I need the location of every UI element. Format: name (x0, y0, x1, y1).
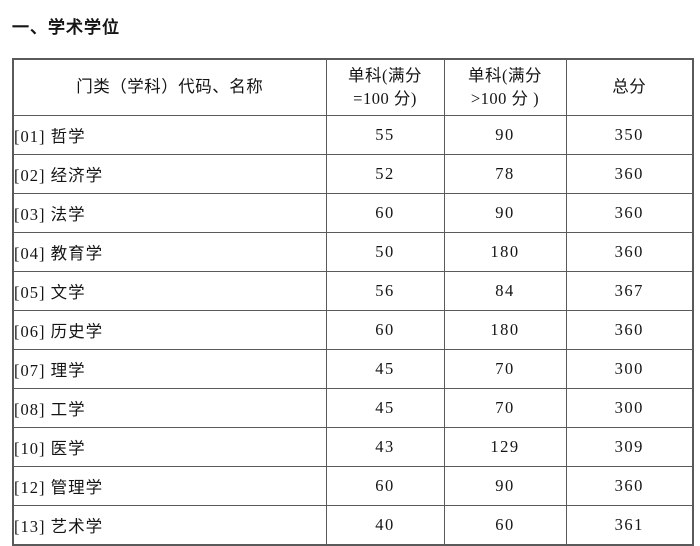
cell-total: 360 (565, 466, 694, 506)
cell-category-name: [05] 文学 (12, 271, 327, 311)
header-row: 门类（学科）代码、名称 单科(满分 =100 分) 单科(满分 >100 分 )… (12, 58, 694, 116)
cell-category-name: [07] 理学 (12, 349, 327, 389)
cell-category-name: [10] 医学 (12, 427, 327, 467)
column-header-category: 门类（学科）代码、名称 (12, 58, 327, 116)
cell-total: 367 (565, 271, 694, 311)
cell-single-eq-100: 43 (325, 427, 445, 467)
table-row: [02] 经济学 52 78 360 (12, 154, 694, 194)
column-header-single-eq-100: 单科(满分 =100 分) (325, 58, 445, 116)
table-row: [07] 理学 45 70 300 (12, 349, 694, 389)
cell-single-gt-100: 129 (443, 427, 567, 467)
cell-single-gt-100: 84 (443, 271, 567, 311)
cell-single-eq-100: 55 (325, 115, 445, 155)
column-header-total: 总分 (565, 58, 694, 116)
cell-total: 309 (565, 427, 694, 467)
cell-single-gt-100: 90 (443, 115, 567, 155)
cell-total: 360 (565, 193, 694, 233)
cell-total: 350 (565, 115, 694, 155)
cell-category-name: [06] 历史学 (12, 310, 327, 350)
cell-total: 300 (565, 388, 694, 428)
cell-single-eq-100: 52 (325, 154, 445, 194)
section-title: 一、学术学位 (12, 18, 120, 37)
cell-single-eq-100: 40 (325, 505, 445, 546)
cell-single-gt-100: 90 (443, 193, 567, 233)
table-row: [10] 医学 43 129 309 (12, 427, 694, 467)
cell-category-name: [02] 经济学 (12, 154, 327, 194)
column-header-category-text: 门类（学科）代码、名称 (76, 77, 264, 97)
cell-single-gt-100: 78 (443, 154, 567, 194)
cell-category-name: [13] 艺术学 (12, 505, 327, 546)
table-row: [04] 教育学 50 180 360 (12, 232, 694, 272)
table-row: [08] 工学 45 70 300 (12, 388, 694, 428)
cell-single-gt-100: 70 (443, 349, 567, 389)
table-row: [05] 文学 56 84 367 (12, 271, 694, 311)
cell-single-eq-100: 60 (325, 466, 445, 506)
score-line-table: 门类（学科）代码、名称 单科(满分 =100 分) 单科(满分 >100 分 )… (12, 58, 694, 546)
table-row: [12] 管理学 60 90 360 (12, 466, 694, 506)
cell-single-eq-100: 45 (325, 388, 445, 428)
table-row: [03] 法学 60 90 360 (12, 193, 694, 233)
cell-total: 360 (565, 310, 694, 350)
cell-single-gt-100: 180 (443, 310, 567, 350)
cell-total: 361 (565, 505, 694, 546)
table-row: [13] 艺术学 40 60 361 (12, 505, 694, 546)
column-header-single-eq-100-line1: 单科(满分 (348, 66, 422, 86)
column-header-single-gt-100-line1: 单科(满分 (468, 66, 542, 86)
cell-single-eq-100: 45 (325, 349, 445, 389)
column-header-single-eq-100-line2: =100 分) (353, 88, 417, 108)
cell-category-name: [03] 法学 (12, 193, 327, 233)
column-header-single-gt-100: 单科(满分 >100 分 ) (443, 58, 567, 116)
cell-single-gt-100: 70 (443, 388, 567, 428)
column-header-total-text: 总分 (612, 77, 647, 97)
cell-category-name: [12] 管理学 (12, 466, 327, 506)
cell-single-eq-100: 50 (325, 232, 445, 272)
cell-total: 360 (565, 232, 694, 272)
cell-category-name: [01] 哲学 (12, 115, 327, 155)
cell-total: 300 (565, 349, 694, 389)
cell-single-eq-100: 60 (325, 310, 445, 350)
cell-single-gt-100: 60 (443, 505, 567, 546)
table-row: [06] 历史学 60 180 360 (12, 310, 694, 350)
cell-single-eq-100: 56 (325, 271, 445, 311)
cell-total: 360 (565, 154, 694, 194)
cell-category-name: [08] 工学 (12, 388, 327, 428)
cell-single-gt-100: 180 (443, 232, 567, 272)
cell-single-eq-100: 60 (325, 193, 445, 233)
table-row: [01] 哲学 55 90 350 (12, 115, 694, 155)
cell-single-gt-100: 90 (443, 466, 567, 506)
cell-category-name: [04] 教育学 (12, 232, 327, 272)
column-header-single-gt-100-line2: >100 分 ) (470, 88, 540, 108)
table-body: [01] 哲学 55 90 350 [02] 经济学 52 78 360 [03] 法学 60 90… (12, 115, 694, 546)
table-header: 门类（学科）代码、名称 单科(满分 =100 分) 单科(满分 >100 分 )… (12, 58, 694, 116)
